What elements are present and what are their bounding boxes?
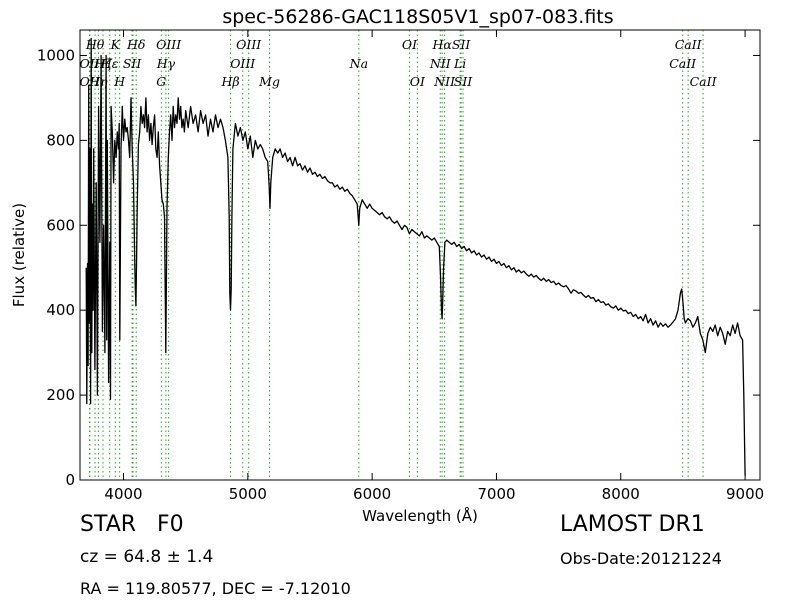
line-label-2: Hθ	[85, 37, 105, 52]
line-label-6: K	[110, 37, 121, 52]
line-label-11: Hγ	[156, 56, 176, 71]
line-label-7: H	[113, 74, 126, 89]
line-label-5: Hε	[100, 56, 119, 71]
line-label-21: Hα	[431, 37, 452, 52]
line-label-1: OII	[80, 74, 101, 89]
observation-date-label: Obs-Date:20121224	[560, 549, 722, 568]
line-label-4: Hζ	[93, 56, 113, 71]
line-label-20: NII	[429, 56, 452, 71]
line-label-26: CaII	[675, 37, 703, 52]
line-label-27: CaII	[669, 56, 697, 71]
y-tick-label-0: 0	[65, 471, 75, 489]
y-tick-label-3: 600	[46, 216, 75, 234]
x-axis-label: Wavelength (Å)	[362, 506, 478, 525]
line-label-24: Li	[453, 56, 466, 71]
x-tick-label-2: 6000	[353, 485, 391, 503]
y-axis-ticks: 0 200 400 600 800 1000	[37, 46, 760, 489]
coordinates-label: RA = 119.80577, DEC = -7.12010	[80, 579, 351, 598]
x-tick-label-4: 8000	[602, 485, 640, 503]
x-tick-label-5: 9000	[726, 485, 764, 503]
line-label-3: Hη	[88, 74, 108, 89]
y-tick-label-5: 1000	[37, 46, 75, 64]
survey-label: LAMOST DR1	[560, 512, 705, 537]
line-label-17: Na	[349, 56, 368, 71]
line-label-9: Hδ	[126, 37, 145, 52]
line-label-0: OII	[80, 56, 101, 71]
line-label-14: OIII	[230, 56, 256, 71]
x-axis-ticks: 4000 5000 6000 7000 8000 9000	[104, 30, 764, 503]
line-label-18: OI	[402, 37, 418, 52]
line-label-8: SII	[123, 56, 143, 71]
y-tick-label-4: 800	[46, 131, 75, 149]
x-tick-label-1: 5000	[229, 485, 267, 503]
y-tick-label-1: 200	[46, 386, 75, 404]
line-label-23: SII	[452, 37, 472, 52]
line-label-16: Mg	[258, 74, 280, 89]
object-class-label: STAR F0	[80, 512, 184, 537]
line-label-25: SII	[454, 74, 474, 89]
line-label-28: CaII	[690, 74, 718, 89]
redshift-label: cz = 64.8 ± 1.4	[80, 547, 214, 567]
line-label-22: NII	[433, 74, 456, 89]
line-label-15: OIII	[236, 37, 262, 52]
line-label-13: Hβ	[220, 74, 239, 89]
emission-line-markers	[89, 30, 704, 480]
y-tick-label-2: 400	[46, 301, 75, 319]
chart-title: spec-56286-GAC118S05V1_sp07-083.fits	[222, 6, 613, 28]
x-tick-label-3: 7000	[477, 485, 515, 503]
x-tick-label-0: 4000	[104, 485, 142, 503]
flux-series-line	[85, 37, 746, 476]
line-label-10: G	[156, 74, 166, 89]
y-axis-label: Flux (relative)	[10, 203, 28, 307]
emission-line-labels: OIIOIIHθHηHζHεKHSIIHδGHγOIIIHβOIIIOIIIMg…	[80, 37, 718, 89]
line-label-12: OIII	[156, 37, 182, 52]
plot-frame	[79, 29, 761, 481]
line-label-19: OI	[410, 74, 426, 89]
